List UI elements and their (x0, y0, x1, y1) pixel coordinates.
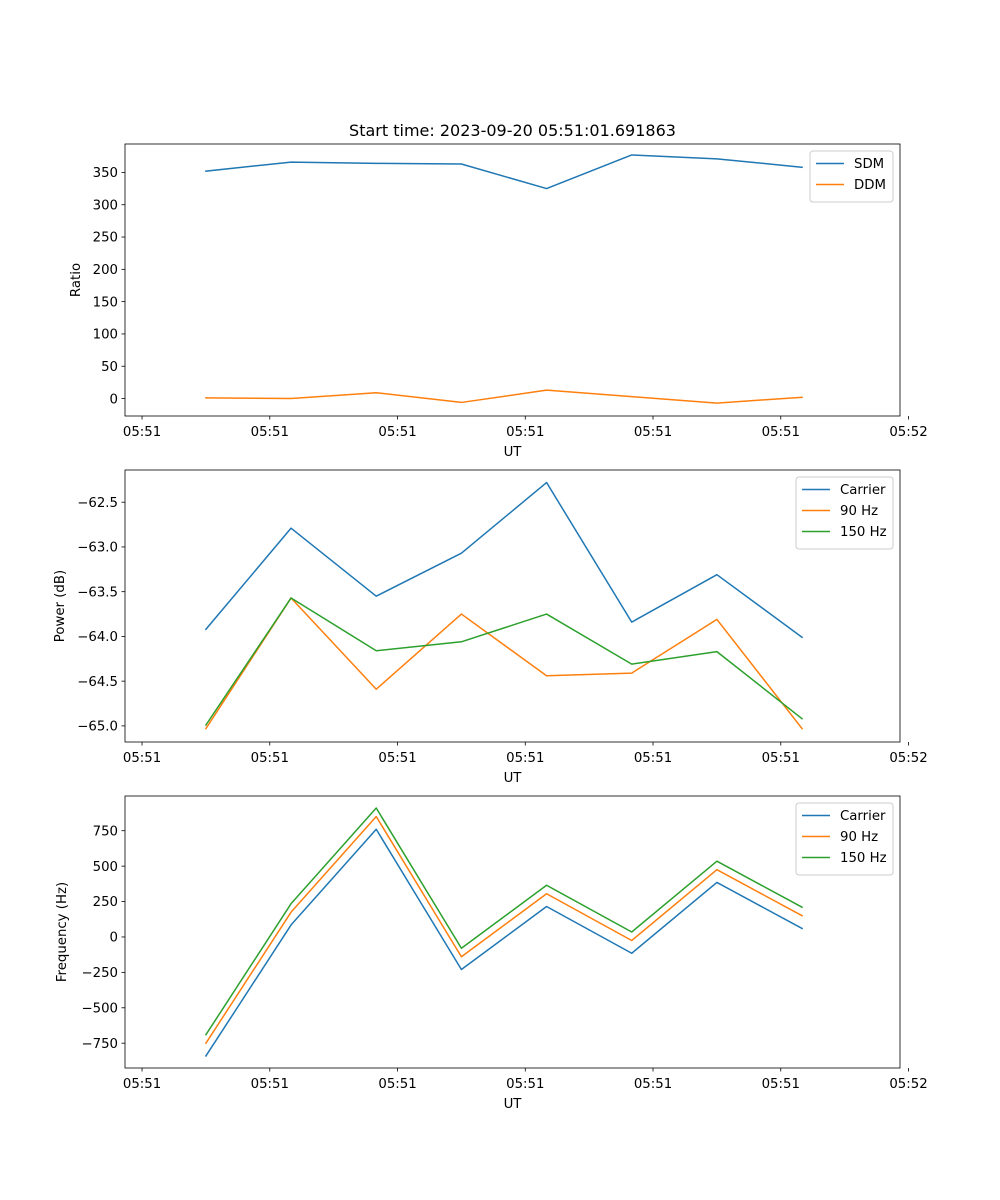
legend-label: 90 Hz (840, 504, 878, 519)
y-tick-label: 200 (93, 263, 118, 278)
x-tick-label: 05:51 (378, 751, 416, 766)
legend-label: SDM (854, 157, 884, 172)
y-axis-label: Power (dB) (53, 570, 68, 642)
x-tick-label: 05:51 (762, 751, 800, 766)
x-tick-label: 05:51 (634, 751, 672, 766)
y-tick-label: −250 (81, 966, 118, 981)
y-tick-label: 500 (93, 860, 118, 875)
y-axis-label: Frequency (Hz) (55, 882, 70, 982)
x-axis-label: UT (504, 1097, 523, 1112)
x-axis-label: UT (504, 771, 523, 786)
legend: SDM DDM (809, 150, 894, 203)
x-tick-label: 05:51 (634, 425, 672, 440)
y-tick-label: −63.0 (77, 541, 118, 556)
chart-title: Start time: 2023-09-20 05:51:01.691863 (349, 121, 676, 140)
x-axis-label: UT (504, 445, 523, 460)
legend-label: 150 Hz (840, 851, 887, 866)
series-line-sdm (205, 154, 803, 190)
x-tick-label: 05:51 (251, 1077, 289, 1092)
x-tick-label: 05:51 (251, 425, 289, 440)
y-tick-label: 250 (93, 231, 118, 246)
y-tick-label: −750 (81, 1037, 118, 1052)
y-tick-label: 250 (93, 895, 118, 910)
legend-label: Carrier (840, 483, 886, 498)
axes-frame (124, 143, 901, 417)
x-tick-label: 05:51 (251, 751, 289, 766)
legend-label: 150 Hz (840, 525, 887, 540)
x-tick-label: 05:51 (634, 1077, 672, 1092)
x-tick-label: 05:51 (762, 425, 800, 440)
y-tick-label: 0 (110, 392, 118, 407)
y-tick-label: 100 (93, 328, 118, 343)
x-tick-label: 05:51 (378, 425, 416, 440)
x-tick-label: 05:52 (889, 751, 927, 766)
x-tick-label: 05:51 (506, 1077, 544, 1092)
ratio-panel: Start time: 2023-09-20 05:51:01.691863 U… (69, 121, 928, 460)
y-tick-label: 750 (93, 824, 118, 839)
x-tick-label: 05:51 (378, 1077, 416, 1092)
power-panel: UT Power (dB) 05:51 05:51 05:51 05:51 05:51 0… (53, 469, 928, 786)
y-tick-label: −500 (81, 1001, 118, 1016)
series-line-150-hz (204, 807, 804, 1036)
y-tick-label: −63.5 (77, 585, 118, 600)
legend: Carrier 90 Hz 150 Hz (795, 802, 894, 876)
legend-label: Carrier (840, 809, 886, 824)
x-tick-label: 05:52 (889, 1077, 927, 1092)
x-tick-label: 05:51 (123, 425, 161, 440)
x-tick-label: 05:51 (762, 1077, 800, 1092)
legend: Carrier 90 Hz 150 Hz (795, 476, 894, 550)
legend-label: 90 Hz (840, 830, 878, 845)
series-line-ddm (205, 389, 803, 404)
y-tick-label: −62.5 (77, 496, 118, 511)
y-tick-label: 300 (93, 198, 118, 213)
x-tick-label: 05:51 (123, 1077, 161, 1092)
series-line-carrier (204, 828, 804, 1057)
y-tick-label: 50 (101, 360, 118, 375)
y-tick-label: 350 (93, 166, 118, 181)
series-line-150-hz (204, 597, 804, 727)
frequency-panel: UT Frequency (Hz) 05:51 05:51 05:51 05:51 05… (55, 795, 928, 1112)
legend-label: DDM (854, 178, 886, 193)
x-tick-label: 05:52 (889, 425, 927, 440)
y-tick-label: −65.0 (77, 720, 118, 735)
series-line-90-hz (204, 815, 804, 1045)
x-tick-label: 05:51 (506, 751, 544, 766)
x-tick-label: 05:51 (123, 751, 161, 766)
x-tick-label: 05:51 (506, 425, 544, 440)
y-tick-label: −64.0 (77, 630, 118, 645)
axes-frame (124, 469, 901, 743)
series-line-90-hz (204, 597, 804, 730)
y-tick-label: 0 (110, 931, 118, 946)
axes-frame (124, 795, 901, 1069)
y-tick-label: −64.5 (77, 675, 118, 690)
series-line-carrier (204, 481, 804, 639)
y-axis-label: Ratio (69, 263, 84, 297)
y-tick-label: 150 (93, 295, 118, 310)
